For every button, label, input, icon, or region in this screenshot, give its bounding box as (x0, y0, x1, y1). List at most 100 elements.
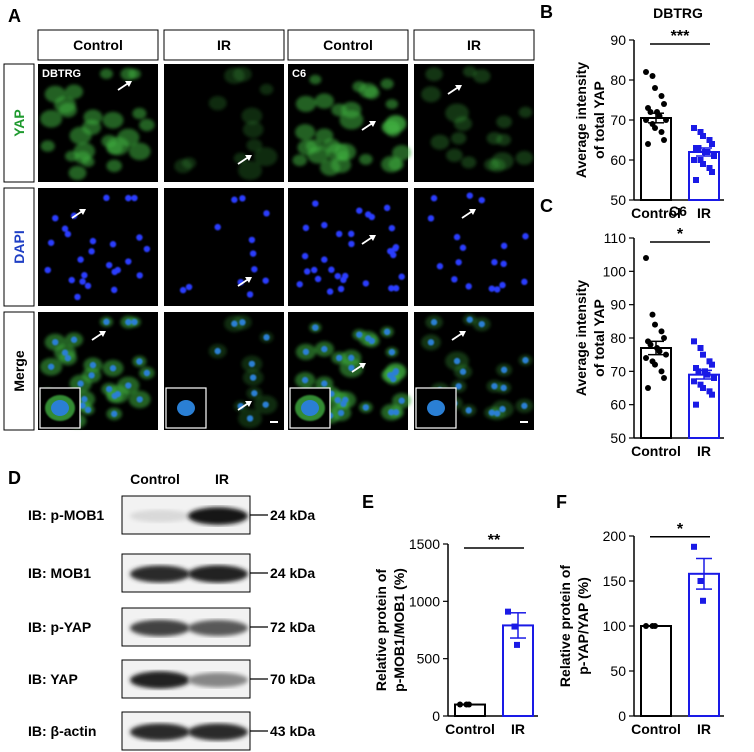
nucleus (390, 375, 397, 383)
cell-bodies (40, 67, 155, 181)
data-point (693, 365, 699, 371)
nucleus (451, 276, 458, 283)
cell (128, 142, 151, 161)
cell (233, 152, 248, 164)
x-tick-label: Control (445, 721, 495, 737)
panel-letter-a: A (8, 6, 21, 26)
nucleus (249, 374, 257, 381)
nucleus (500, 384, 507, 392)
nucleus (301, 376, 309, 384)
blot-rows: IB: p-MOB1 24 kDa IB: MOB1 24 kDa IB: p-YAP 7… (28, 495, 315, 751)
nucleus (521, 402, 528, 410)
y-axis-label: of total YAP (591, 81, 607, 159)
nucleus (383, 328, 391, 336)
arrow-head (99, 331, 106, 337)
blot-header-ir: IR (215, 471, 229, 487)
data-point (511, 623, 518, 630)
nucleus (348, 364, 355, 372)
nucleus (427, 339, 435, 346)
data-point (514, 641, 520, 648)
blot-band (130, 565, 190, 583)
nucleus (368, 213, 375, 221)
kda-label: 43 kDa (270, 723, 315, 739)
data-point (661, 101, 667, 107)
blot-label: IB: p-YAP (28, 619, 91, 635)
nucleus (105, 261, 113, 269)
data-point (466, 701, 472, 708)
data-point (706, 137, 713, 143)
data-point (706, 165, 713, 171)
nucleus (321, 345, 328, 353)
nucleus (262, 401, 269, 408)
data-point (661, 137, 667, 143)
data-point (652, 623, 658, 629)
data-point (652, 361, 658, 368)
nucleus (61, 225, 69, 232)
row-header: YAP (11, 109, 27, 137)
nucleus (488, 409, 496, 416)
column-header: Control (73, 37, 123, 53)
inset-nucleus (301, 400, 319, 416)
cell (106, 159, 122, 173)
nucleus (337, 409, 345, 417)
data-point (643, 117, 649, 123)
chart-b: 50 60 70 80 90 Average intensity of total YAP D… (573, 5, 724, 221)
y-tick-label: 500 (417, 651, 441, 667)
nucleus (125, 258, 132, 265)
y-tick-label: 100 (603, 618, 627, 634)
y-tick-label: 90 (610, 297, 626, 313)
nucleus (125, 382, 132, 389)
nucleus (77, 256, 84, 263)
cell (309, 74, 322, 85)
nuclei (296, 200, 405, 295)
cell (518, 106, 533, 118)
cell (82, 119, 102, 135)
cell (352, 81, 367, 93)
nucleus (70, 336, 78, 343)
data-point (697, 381, 704, 388)
arrow-head (359, 363, 366, 369)
nucleus (136, 358, 143, 365)
nucleus (455, 383, 462, 390)
cell (315, 128, 334, 143)
blot-row: IB: β-actin 43 kDa (28, 711, 315, 751)
data-point (704, 149, 711, 155)
cell (40, 109, 63, 128)
y-tick-label: 60 (610, 397, 626, 413)
blot-band (130, 671, 190, 689)
nucleus (465, 407, 472, 414)
cell (462, 66, 477, 78)
cell (128, 68, 141, 80)
nucleus (143, 245, 151, 253)
cell (102, 111, 124, 129)
cell (486, 131, 503, 145)
nucleus (356, 207, 363, 214)
nucleus (79, 402, 86, 409)
nucleus (459, 368, 467, 375)
y-axis-label: Relative protein of (557, 565, 573, 687)
nucleus (262, 277, 269, 284)
column-header-box (163, 29, 285, 61)
micrograph (38, 188, 158, 306)
nucleus (246, 415, 254, 422)
nucleus (44, 266, 51, 274)
nucleus (251, 266, 258, 273)
data-point (711, 375, 717, 381)
y-tick-label: 1000 (409, 593, 440, 609)
y-tick-label: 100 (603, 263, 627, 279)
nucleus (337, 285, 345, 293)
micrograph (164, 188, 284, 306)
bar (640, 347, 672, 439)
cell (295, 95, 316, 112)
nucleus (84, 406, 92, 414)
x-tick-label: IR (697, 721, 711, 737)
data-point (663, 117, 669, 123)
nucleus (131, 318, 138, 326)
cell (305, 139, 323, 153)
y-tick-label: 150 (603, 573, 627, 589)
data-point (643, 255, 649, 261)
data-point (649, 73, 656, 79)
micrograph (414, 188, 534, 306)
nucleus (335, 354, 343, 362)
data-point (700, 133, 706, 139)
